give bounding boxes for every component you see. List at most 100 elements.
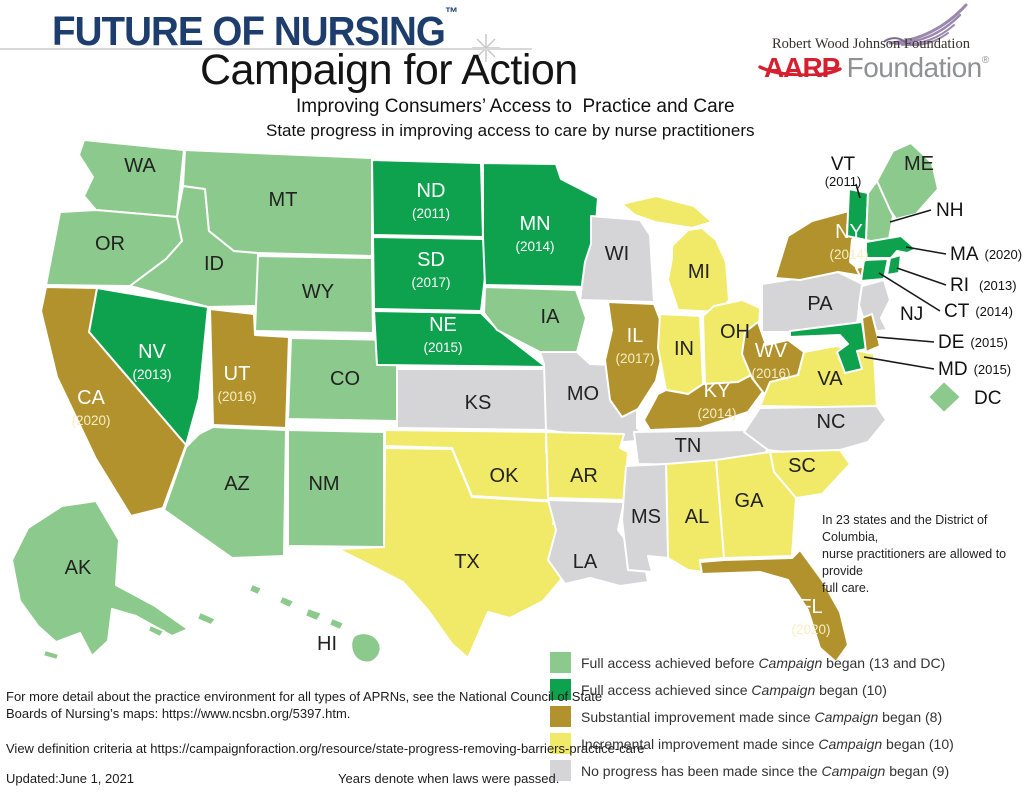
state-year-ny: (2014)	[829, 247, 868, 262]
state-me	[876, 142, 939, 220]
legend-item-none: No progress has been made since the Camp…	[550, 760, 954, 781]
legend-item-full-since: Full access achieved since Campaign bega…	[550, 679, 954, 700]
state-ma	[865, 235, 917, 259]
campaign-title: Campaign for Action	[200, 46, 578, 94]
state-label-mn: MN	[519, 213, 550, 235]
state-label-nc: NC	[817, 411, 846, 433]
state-label-az: AZ	[224, 473, 250, 495]
states-layer	[11, 139, 962, 664]
callout-line-de	[876, 336, 935, 343]
brand-title: FUTURE OF NURSING™	[52, 4, 459, 54]
legend-swatch-full-before	[550, 652, 571, 673]
state-ca	[40, 286, 187, 517]
state-nh	[865, 180, 894, 246]
state-label-mo: MO	[567, 383, 599, 405]
state-label-ms: MS	[631, 506, 661, 528]
state-label-mt: MT	[269, 189, 298, 211]
callout-label-de: DE (2015)	[938, 332, 1008, 353]
subtitle-progress: State progress in improving access to ca…	[266, 121, 755, 140]
state-label-ky: KY	[704, 380, 731, 402]
state-year-mn: (2014)	[515, 239, 554, 254]
state-hi-island	[278, 595, 295, 609]
state-label-ok: OK	[490, 465, 520, 487]
state-year-fl: (2020)	[791, 622, 830, 637]
state-ar	[545, 431, 629, 501]
state-label-wa: WA	[124, 155, 156, 177]
registered-symbol: ®	[981, 55, 990, 66]
state-sd	[372, 236, 488, 312]
state-il	[604, 301, 665, 418]
state-dc	[927, 380, 962, 414]
state-label-tn: TN	[675, 435, 702, 457]
state-year-nv: (2013)	[132, 367, 171, 382]
state-ut	[209, 308, 290, 429]
state-year-ca: (2020)	[71, 413, 110, 428]
state-hi-island	[328, 617, 345, 631]
state-la	[547, 499, 649, 587]
state-ri	[886, 254, 902, 276]
state-ms	[621, 463, 669, 573]
state-year-ky: (2014)	[697, 406, 736, 421]
callout-line-ma	[905, 246, 947, 255]
state-label-ny: NY	[835, 221, 863, 243]
footer-criteria-note: View definition criteria at https://camp…	[6, 741, 645, 756]
state-label-va: VA	[817, 368, 843, 390]
aarp-logo-red: AARP	[764, 52, 840, 83]
state-label-wy: WY	[302, 281, 334, 303]
callout-label-ct: CT (2014)	[944, 301, 1013, 322]
state-wi	[579, 215, 655, 303]
state-label-hi: HI	[317, 633, 337, 655]
state-labels-layer: WA OR ID MT WY NV (2013) UT (2016) CA (2020) CO AZ NM…	[65, 153, 934, 655]
state-label-me: ME	[904, 153, 934, 175]
callout-lines-layer	[855, 183, 947, 370]
state-ak-island	[147, 624, 165, 638]
legend-swatch-incremental	[550, 733, 571, 754]
state-label-sd: SD	[417, 249, 445, 271]
state-label-fl: FL	[799, 596, 822, 618]
legend-item-full-before: Full access achieved before Campaign beg…	[550, 652, 954, 673]
state-label-pa: PA	[807, 293, 833, 315]
callout-label-vt: VT	[831, 154, 856, 175]
state-tx	[337, 447, 573, 659]
state-label-il: IL	[627, 325, 644, 347]
state-label-in: IN	[674, 338, 694, 360]
state-year-il: (2017)	[615, 351, 654, 366]
state-label-or: OR	[95, 233, 125, 255]
state-label-ut: UT	[224, 363, 251, 385]
state-ct	[860, 258, 889, 282]
state-label-ia: IA	[541, 306, 561, 328]
state-ak	[11, 500, 189, 657]
state-label-la: LA	[573, 551, 598, 573]
state-label-ar: AR	[570, 465, 598, 487]
state-mi	[667, 227, 730, 313]
state-label-tx: TX	[454, 551, 480, 573]
state-nc	[743, 405, 887, 455]
legend-item-incremental: Incremental improvement made since Campa…	[550, 733, 954, 754]
state-label-mi: MI	[688, 261, 710, 283]
state-year-ne: (2015)	[423, 340, 462, 355]
state-ak-island	[196, 611, 217, 626]
state-year-wv: (2016)	[751, 366, 790, 381]
footer-updated: Updated:June 1, 2021	[6, 771, 134, 786]
state-label-oh: OH	[720, 321, 750, 343]
state-label-al: AL	[685, 506, 709, 528]
state-label-co: CO	[330, 368, 360, 390]
state-label-id: ID	[204, 253, 224, 275]
state-label-sc: SC	[788, 455, 816, 477]
state-label-ks: KS	[465, 392, 492, 414]
legend: Full access achieved before Campaign beg…	[550, 652, 954, 787]
rwjf-wing-icon	[884, 3, 968, 46]
state-de	[861, 313, 881, 353]
state-year-nd: (2011)	[412, 206, 450, 221]
state-wa	[78, 139, 185, 218]
state-label-ne: NE	[429, 314, 457, 336]
trademark-symbol: ™	[444, 4, 459, 20]
callout-line-ct	[878, 272, 941, 312]
state-label-nd: ND	[417, 180, 446, 202]
state-year-ut: (2016)	[217, 389, 256, 404]
full-care-annotation: In 23 states and the District of Columbi…	[822, 513, 1007, 595]
legend-swatch-none	[550, 760, 571, 781]
aarp-logo: AARP Foundation®	[764, 52, 989, 84]
